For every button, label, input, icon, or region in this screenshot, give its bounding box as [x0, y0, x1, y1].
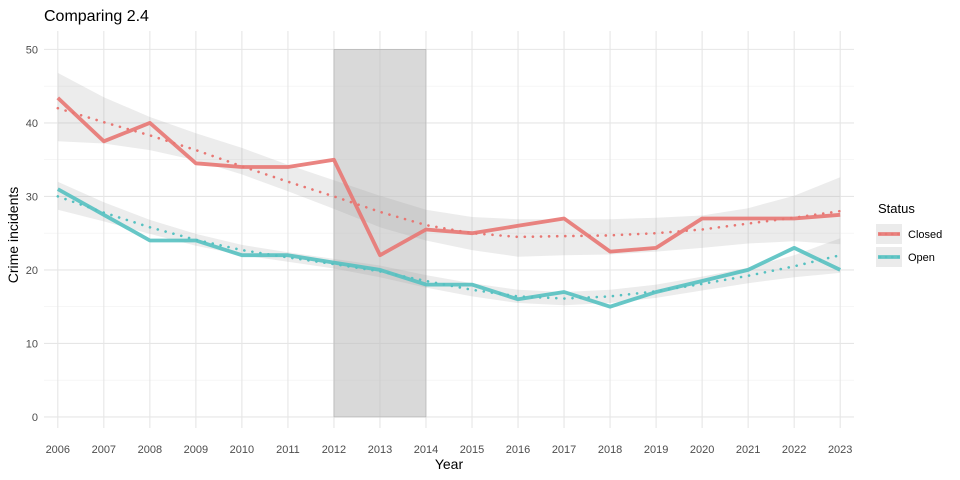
y-tick-label: 20: [26, 265, 38, 277]
highlight-band: [333, 49, 427, 418]
legend: Status Closed Open: [876, 201, 942, 267]
trend-lines: [56, 106, 842, 300]
x-tick-label: 2007: [92, 444, 116, 456]
x-tick-label: 2006: [46, 444, 70, 456]
x-tick-label: 2020: [690, 444, 714, 456]
x-tick-label: 2008: [138, 444, 162, 456]
x-tick-label: 2023: [828, 444, 852, 456]
legend-title: Status: [878, 201, 915, 216]
trend-line-closed: [56, 106, 842, 239]
x-axis-ticks: 2006 2007 2008 2009 2010 2011 2012 2013 2014 2015…: [46, 444, 853, 456]
series-lines: [56, 96, 842, 309]
chart-title: Comparing 2.4: [44, 8, 149, 25]
highlight-region: [333, 49, 427, 418]
x-tick-label: 2011: [276, 444, 300, 456]
y-tick-label: 40: [26, 118, 38, 130]
x-tick-label: 2010: [230, 444, 254, 456]
x-tick-label: 2018: [598, 444, 622, 456]
confidence-band-open: [57, 181, 841, 306]
y-tick-label: 30: [26, 191, 38, 203]
series-line-closed: [56, 96, 841, 258]
x-tick-label: 2019: [644, 444, 668, 456]
series-line-open: [56, 187, 842, 309]
x-tick-label: 2021: [736, 444, 760, 456]
y-axis-title: Crime incidents: [5, 187, 21, 283]
x-tick-label: 2015: [460, 444, 484, 456]
y-tick-label: 50: [26, 44, 38, 56]
legend-label-closed: Closed: [908, 229, 942, 241]
x-axis-title: Year: [435, 456, 464, 472]
x-tick-label: 2012: [322, 444, 346, 456]
x-tick-label: 2009: [184, 444, 208, 456]
x-tick-label: 2017: [552, 444, 576, 456]
y-axis-ticks: 0 10 20 30 40 50: [26, 44, 38, 424]
x-tick-label: 2016: [506, 444, 530, 456]
trend-line-open: [56, 195, 842, 300]
legend-label-open: Open: [908, 252, 935, 264]
x-tick-label: 2013: [368, 444, 392, 456]
x-tick-label: 2022: [782, 444, 806, 456]
x-tick-label: 2014: [414, 444, 438, 456]
y-tick-label: 10: [26, 338, 38, 350]
y-tick-label: 0: [32, 412, 38, 424]
